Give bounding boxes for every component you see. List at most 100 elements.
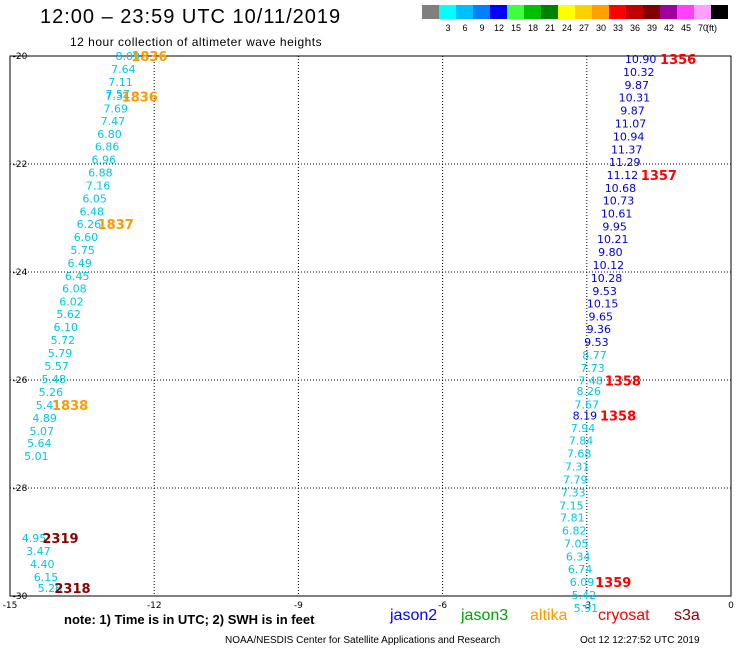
legend-swatch: [439, 5, 456, 19]
axis-ticks: -15 -12 -9 -6 -3 0-20-22-24-26-28-30: [3, 52, 734, 611]
legend-swatch: [524, 5, 541, 19]
swh-value-label: 6.88: [88, 167, 113, 180]
legend-swatch: [541, 5, 558, 19]
legend-swatch-label: 36: [629, 23, 640, 33]
swh-value-label: 4.89: [32, 412, 57, 425]
swh-value-label: 6.09: [570, 576, 595, 589]
swh-value-label: 6.05: [82, 193, 107, 206]
data-labels: 8.097.647.117.577.347.697.476.806.866.96…: [22, 50, 657, 615]
swh-value-label: 5.62: [56, 308, 81, 321]
legend-swatch: [677, 5, 694, 19]
legend-swatch: [643, 5, 660, 19]
swh-value-label: 6.86: [95, 141, 120, 154]
swh-value-label: 7.05: [564, 538, 589, 551]
swh-value-label: 9.87: [620, 105, 645, 118]
swh-value-label: 10.28: [591, 272, 623, 285]
legend-swatch-label: 15: [510, 23, 521, 33]
swh-value-label: 11.37: [611, 143, 643, 156]
swh-value-label: 7.47: [101, 115, 126, 128]
swh-value-label: 5.42: [572, 589, 597, 602]
pass-labels: 1836 1836 1837 1838 2319 2318 1356 1357 1358 1358…: [42, 50, 696, 597]
chart-note: note: 1) Time is in UTC; 2) SWH is in fe…: [64, 612, 315, 627]
pass-number-label: 1358: [605, 375, 641, 390]
swh-value-label: 8.09: [116, 50, 141, 63]
swh-value-label: 9.53: [592, 285, 617, 298]
x-tick-label: -12: [147, 601, 162, 611]
swh-value-label: 11.29: [609, 156, 641, 169]
legend-swatch-label: 9: [479, 23, 485, 33]
swh-value-label: 6.45: [65, 270, 90, 283]
legend-swatch-label: 24: [561, 23, 572, 33]
swh-value-label: 5.48: [41, 373, 66, 386]
legend-swatch: [473, 5, 490, 19]
swh-value-label: 5.79: [48, 347, 73, 360]
y-tick-label: -30: [13, 592, 28, 602]
swh-value-label: 9.53: [584, 336, 609, 349]
swh-value-label: 3.47: [26, 545, 51, 558]
y-tick-label: -24: [13, 268, 28, 278]
swh-value-label: 6.96: [91, 154, 116, 167]
grid-lines: [10, 56, 731, 596]
chart-subtitle: 12 hour collection of altimeter wave hei…: [70, 35, 323, 49]
pass-number-label: 1356: [660, 53, 696, 68]
swh-value-label: 7.15: [559, 499, 584, 512]
legend-swatch-label: 18: [527, 23, 538, 33]
pass-number-label: 2318: [54, 582, 90, 597]
satellite-key-s3a: s3a: [674, 607, 700, 624]
y-tick-label: -28: [13, 484, 28, 494]
swh-value-label: 5.26: [39, 386, 64, 399]
legend-swatch: [592, 5, 609, 19]
satellite-key-cryosat: cryosat: [598, 607, 650, 624]
swh-value-label: 7.34: [105, 90, 130, 103]
swh-value-label: 8.19: [573, 410, 598, 423]
legend-swatch: [660, 5, 677, 19]
swh-value-label: 6.10: [54, 321, 79, 334]
legend-unit-label: (ft): [706, 23, 717, 33]
swh-value-label: 8.77: [582, 349, 607, 362]
legend-swatch-label: 70: [697, 23, 708, 33]
swh-value-label: 8.26: [576, 385, 601, 398]
pass-number-label: 1357: [641, 169, 677, 184]
swh-value-label: 6.80: [97, 128, 122, 141]
swh-value-label: 5.91: [574, 602, 599, 615]
satellite-key-jason2: jason2: [390, 607, 438, 624]
swh-value-label: 6.15: [34, 571, 59, 584]
swh-value-label: 10.31: [619, 92, 651, 105]
swh-value-label: 7.73: [580, 362, 605, 375]
swh-value-label: 7.81: [560, 512, 585, 525]
swh-value-label: 7.11: [108, 76, 133, 89]
legend-swatch: [422, 5, 439, 19]
swh-value-label: 6.82: [562, 525, 587, 538]
swh-value-label: 10.21: [597, 233, 629, 246]
swh-value-label: 6.48: [79, 206, 104, 219]
swh-value-label: 6.34: [566, 551, 591, 564]
y-tick-label: -22: [13, 160, 28, 170]
chart-title: 12:00 – 23:59 UTC 10/11/2019: [40, 6, 342, 28]
swh-value-label: 7.79: [563, 473, 588, 486]
legend-swatch-label: 21: [544, 23, 555, 33]
x-tick-label: -15: [3, 601, 18, 611]
legend-swatch-label: 42: [663, 23, 674, 33]
swh-value-label: 5.75: [70, 244, 95, 257]
swh-value-label: 5.64: [27, 437, 52, 450]
pass-number-label: 1838: [52, 399, 88, 414]
color-legend: 3 6 9 12 15 18 21 24 27 30 33 36 39 42 45 70 (ft): [422, 5, 732, 37]
x-tick-label: 0: [728, 601, 734, 611]
swh-value-label: 5.26: [38, 582, 63, 595]
legend-swatch-label: 45: [680, 23, 691, 33]
legend-swatch: [609, 5, 626, 19]
satellite-key-altika: altika: [530, 607, 568, 624]
x-tick-label: -3: [582, 601, 591, 611]
swh-value-label: 10.94: [613, 130, 645, 143]
legend-swatch: [711, 5, 728, 19]
swh-value-label: 11.07: [615, 118, 647, 131]
footer-timestamp: Oct 12 12:27:52 UTC 2019: [580, 635, 700, 646]
swh-value-label: 7.69: [103, 102, 128, 115]
swh-value-label: 7.64: [111, 63, 136, 76]
swh-value-label: 9.80: [598, 246, 623, 259]
swh-value-label: 10.90: [625, 53, 657, 66]
swh-value-label: 5.57: [44, 360, 69, 373]
swh-value-label: 10.73: [603, 195, 635, 208]
swh-value-label: 10.12: [593, 259, 625, 272]
